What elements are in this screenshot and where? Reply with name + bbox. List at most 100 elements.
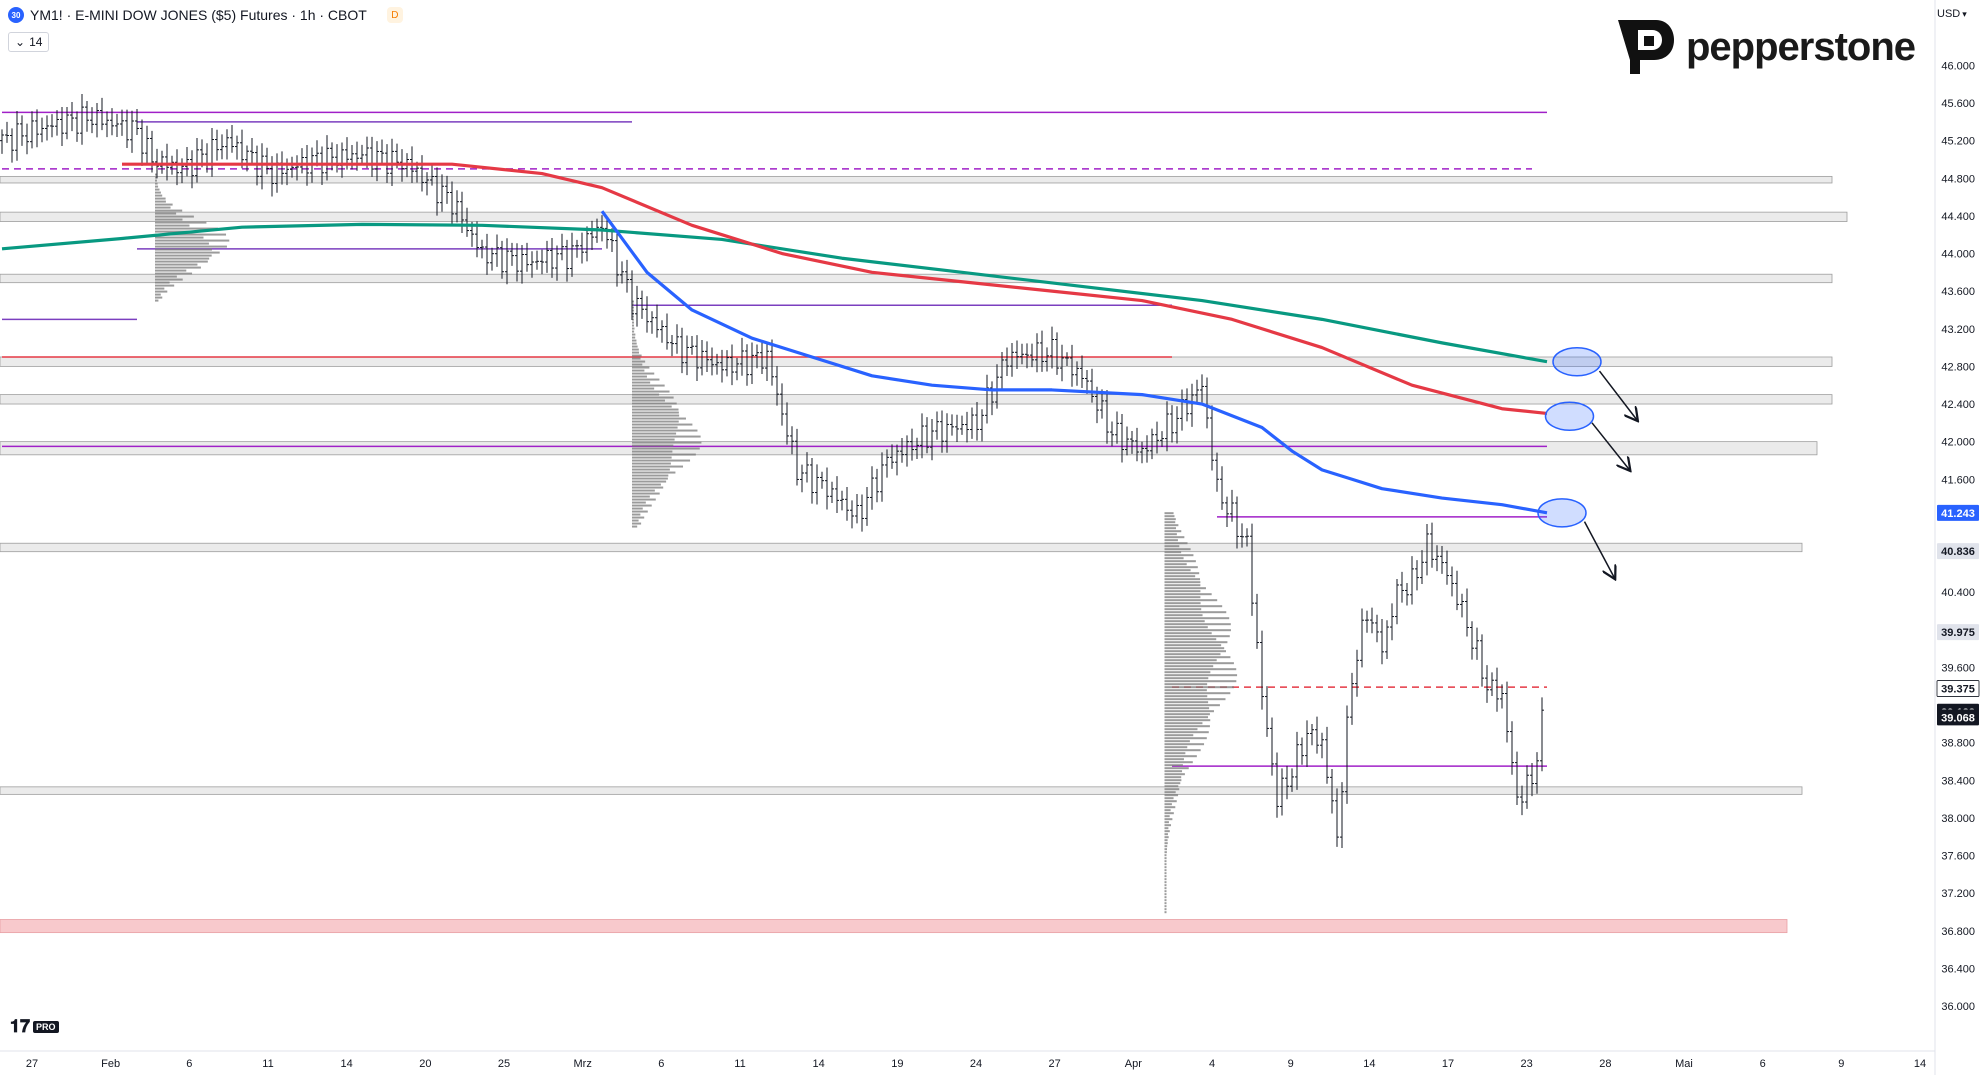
price-zone bbox=[0, 542, 1803, 553]
volume-profile-bar bbox=[155, 197, 166, 200]
volume-profile-bar bbox=[155, 200, 166, 203]
symbol-badge[interactable]: 30 bbox=[8, 7, 24, 23]
volume-profile-bar bbox=[155, 194, 163, 197]
volume-profile-bar bbox=[632, 387, 655, 390]
y-axis-tick: 38.400 bbox=[1941, 775, 1975, 787]
volume-profile-bar bbox=[1164, 854, 1167, 857]
volume-profile-bar bbox=[1164, 827, 1169, 830]
volume-profile-bar bbox=[632, 468, 670, 471]
volume-profile-bar bbox=[632, 339, 637, 342]
volume-profile-bar bbox=[632, 306, 634, 309]
ema-line-0 bbox=[1, 222, 1548, 364]
volume-profile-bar bbox=[632, 351, 639, 354]
x-axis-tick: 27 bbox=[26, 1058, 38, 1070]
x-axis-tick: Mai bbox=[1675, 1058, 1693, 1070]
y-axis-tick: 44.400 bbox=[1941, 211, 1975, 223]
volume-profile-bar bbox=[1164, 779, 1182, 782]
volume-profile-bar bbox=[1164, 905, 1167, 908]
volume-profile-bar bbox=[155, 185, 159, 188]
volume-profile-bar bbox=[632, 450, 673, 453]
volume-profile-bar bbox=[632, 369, 645, 372]
y-axis-tick: 41.600 bbox=[1941, 474, 1975, 486]
volume-profile-bar bbox=[632, 378, 660, 381]
volume-profile-bar bbox=[1164, 575, 1196, 578]
currency-label: USD bbox=[1937, 8, 1961, 20]
volume-profile-bar bbox=[1164, 680, 1237, 683]
volume-profile-bar bbox=[632, 345, 638, 348]
x-axis-tick: 25 bbox=[498, 1058, 510, 1070]
volume-profile-bar bbox=[1164, 833, 1168, 836]
y-axis-tick: 39.600 bbox=[1941, 662, 1975, 674]
y-axis-tick: 46.000 bbox=[1941, 60, 1975, 72]
volume-profile-bar bbox=[155, 179, 157, 182]
volume-profile-bar bbox=[1164, 554, 1194, 557]
volume-profile-bar bbox=[155, 245, 227, 248]
volume-profile-bar bbox=[632, 459, 691, 462]
volume-profile-bar bbox=[1164, 641, 1228, 644]
logo-text: pepperstone bbox=[1686, 24, 1916, 69]
volume-profile-bar bbox=[155, 275, 177, 278]
volume-profile-bar bbox=[1164, 596, 1201, 599]
y-axis-tick: 36.800 bbox=[1941, 926, 1975, 938]
x-axis-tick: 14 bbox=[1363, 1058, 1375, 1070]
volume-profile-bar bbox=[632, 474, 669, 477]
volume-profile-bar bbox=[1164, 758, 1184, 761]
volume-profile-bar bbox=[155, 182, 158, 185]
x-axis-tick: 14 bbox=[813, 1058, 825, 1070]
volume-profile-bar bbox=[1164, 878, 1167, 881]
volume-profile-bar bbox=[155, 233, 227, 236]
chart-header: 30 YM1! · E-MINI DOW JONES ($5) Futures … bbox=[8, 6, 403, 24]
volume-profile-bar bbox=[1164, 674, 1238, 677]
volume-profile-bar bbox=[1164, 695, 1208, 698]
volume-profile-bar bbox=[1164, 656, 1231, 659]
volume-profile-bar bbox=[632, 336, 636, 339]
x-axis-tick: 23 bbox=[1521, 1058, 1533, 1070]
volume-profile-bar bbox=[1164, 806, 1176, 809]
price-label-box bbox=[1937, 709, 1979, 726]
volume-profile-bar bbox=[632, 429, 698, 432]
volume-profile-bar bbox=[155, 203, 173, 206]
volume-profile-bar bbox=[1164, 911, 1167, 914]
volume-profile-bar bbox=[632, 516, 645, 519]
volume-profile-bar bbox=[1164, 539, 1178, 542]
volume-profile-bar bbox=[1164, 533, 1177, 536]
volume-profile-bar bbox=[155, 212, 177, 215]
volume-profile-bar bbox=[1164, 776, 1182, 779]
x-axis-tick: Apr bbox=[1125, 1058, 1142, 1070]
volume-profile-bar bbox=[1164, 764, 1183, 767]
volume-profile-bar bbox=[632, 501, 646, 504]
chart-title[interactable]: YM1! · E-MINI DOW JONES ($5) Futures · 1… bbox=[30, 7, 367, 23]
volume-profile-bar bbox=[1164, 800, 1177, 803]
x-axis-tick: 17 bbox=[1442, 1058, 1454, 1070]
volume-profile-bar bbox=[1164, 515, 1175, 518]
tradingview-logo[interactable]: 𝟏𝟕 PRO bbox=[10, 1016, 59, 1037]
price-label: 39.375 bbox=[1941, 684, 1975, 696]
volume-profile-bar bbox=[632, 375, 647, 378]
x-axis-tick: 6 bbox=[186, 1058, 192, 1070]
indicator-toggle[interactable]: ⌄ 14 bbox=[8, 32, 50, 52]
volume-profile-bar bbox=[1164, 650, 1226, 653]
volume-profile-bar bbox=[1164, 842, 1168, 845]
volume-profile-bar bbox=[632, 330, 635, 333]
volume-profile-bar bbox=[1164, 743, 1205, 746]
down-arrow bbox=[1583, 521, 1615, 578]
volume-profile-bar bbox=[632, 321, 634, 324]
price-label-box bbox=[1937, 504, 1979, 521]
volume-profile-bar bbox=[632, 483, 661, 486]
currency-selector[interactable]: USD ▾ bbox=[1937, 8, 1967, 20]
volume-profile-bar bbox=[1164, 683, 1208, 686]
y-axis-tick: 44.800 bbox=[1941, 173, 1975, 185]
volume-profile-bar bbox=[155, 287, 165, 290]
volume-profile-bar bbox=[1164, 587, 1206, 590]
volume-profile-bar bbox=[1164, 887, 1167, 890]
y-axis-tick: 36.400 bbox=[1941, 963, 1975, 975]
d-badge[interactable]: D bbox=[386, 7, 403, 23]
volume-profile-bar bbox=[1164, 662, 1234, 665]
y-axis-tick: 38.800 bbox=[1941, 738, 1975, 750]
tv-mark-icon: 𝟏𝟕 bbox=[10, 1016, 31, 1036]
volume-profile-bar bbox=[1164, 851, 1167, 854]
ema-line-2 bbox=[600, 210, 1548, 515]
volume-profile-bar bbox=[1164, 632, 1212, 635]
